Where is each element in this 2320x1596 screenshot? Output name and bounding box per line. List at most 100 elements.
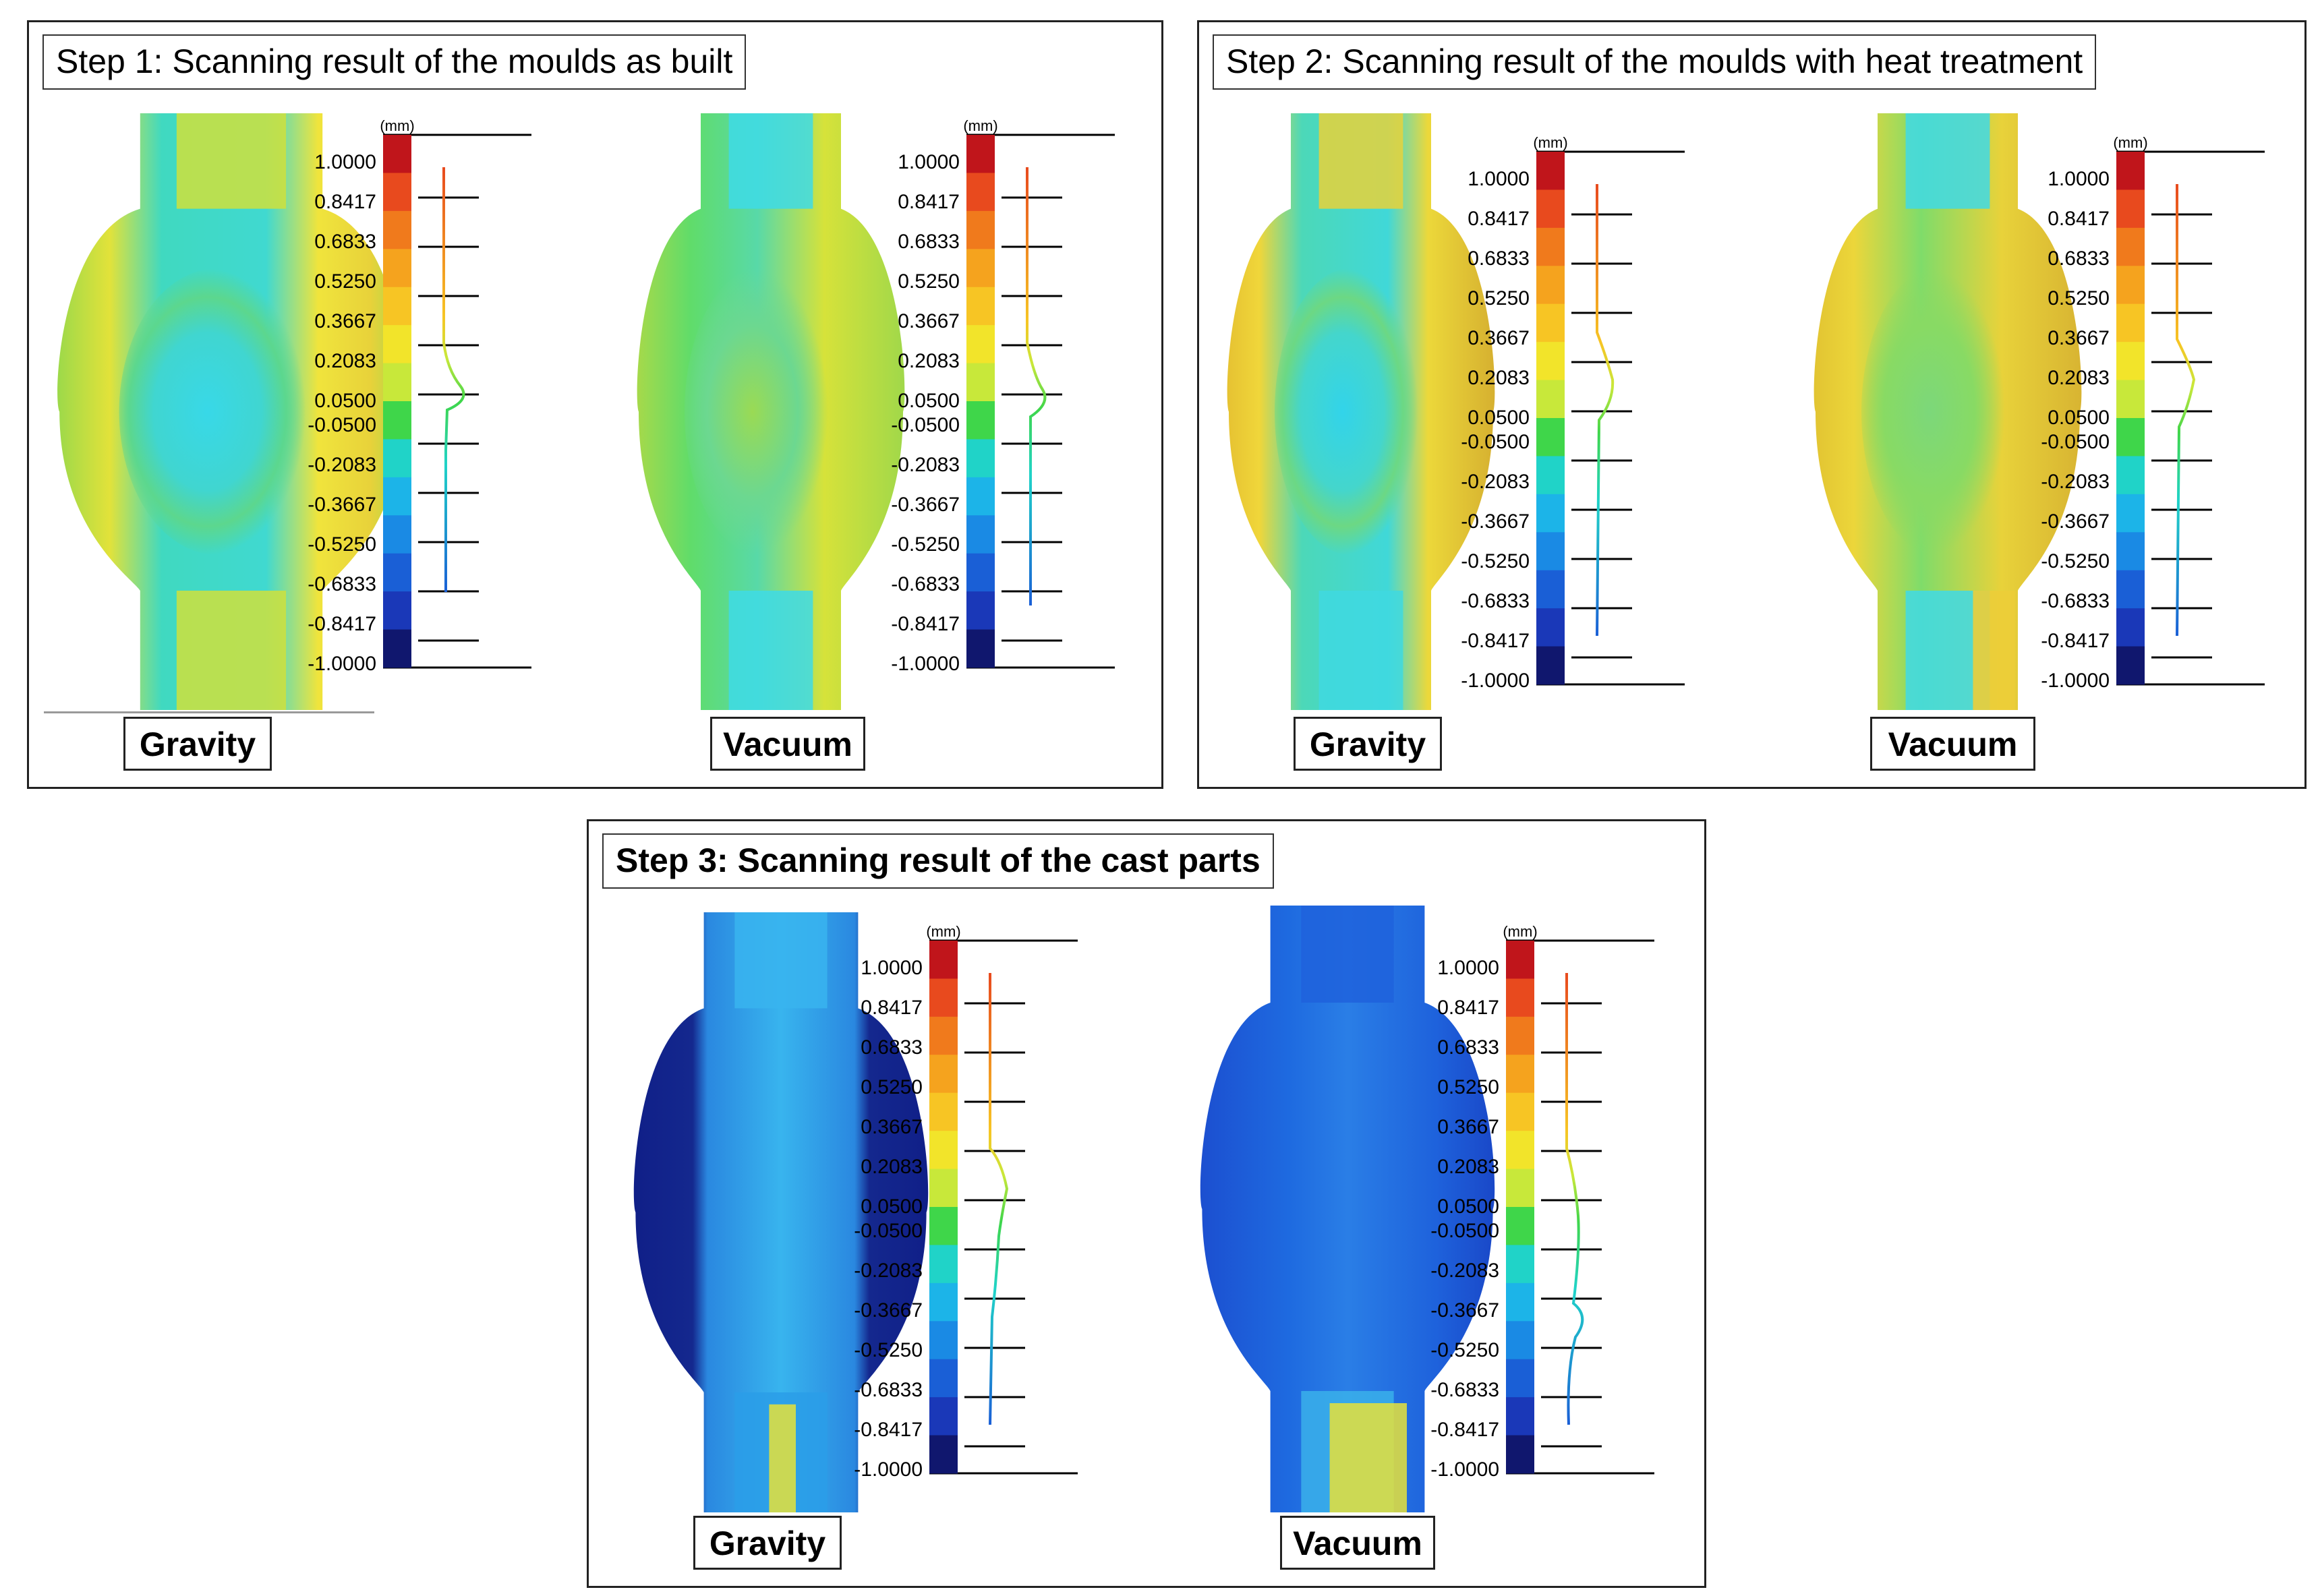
scale-color-band xyxy=(966,515,995,554)
scale-color-band xyxy=(966,553,995,592)
scale-color-band xyxy=(2116,227,2145,266)
scale-tick-label: 0.5250 xyxy=(2048,287,2110,309)
scale-tick-label: -0.5250 xyxy=(308,533,376,556)
scale-tick-label: 0.0500 xyxy=(861,1195,923,1218)
scale-tick-label: -0.0500 xyxy=(2041,431,2110,453)
scale-tick-label: 0.3667 xyxy=(314,310,376,332)
neck-deviation xyxy=(1973,591,2015,710)
scan-image-gravity xyxy=(633,912,929,1512)
scale-color-band xyxy=(383,173,411,212)
upper-neck xyxy=(1318,113,1403,209)
step-panel-2: Step 2: Scanning result of the moulds wi… xyxy=(1197,20,2307,789)
scale-tick-label: -0.3667 xyxy=(2041,510,2110,533)
scale-color-band xyxy=(2116,494,2145,533)
upper-neck xyxy=(1301,906,1394,1003)
image-baseline xyxy=(44,711,374,713)
scale-tick-label: 0.5250 xyxy=(898,270,960,293)
scale-color-band xyxy=(1536,342,1565,381)
scale-color-band xyxy=(1506,941,1534,979)
scale-tick-label: -0.2083 xyxy=(2041,471,2110,493)
scan-image-gravity xyxy=(1227,113,1495,710)
part-label-vacuum: Vacuum xyxy=(710,717,865,771)
runner-region xyxy=(769,1404,796,1512)
scale-color-band xyxy=(1536,266,1565,305)
scale-tick-label: -0.6833 xyxy=(1461,590,1530,612)
scale-color-band xyxy=(1506,978,1534,1017)
scale-tick-label: 0.8417 xyxy=(898,191,960,213)
scale-color-band xyxy=(2116,608,2145,647)
scale-tick-label: 0.3667 xyxy=(1468,327,1530,349)
deviation-color-scale: (mm) 1.0000 0.8417 0.6833 0.5250 0.3667 0.2083… xyxy=(1430,926,1654,1481)
scale-tick-label: -1.0000 xyxy=(1461,670,1530,692)
part-body xyxy=(1200,906,1495,1512)
scale-tick-label: -0.0500 xyxy=(1461,431,1530,453)
panel-title: Step 3: Scanning result of the cast part… xyxy=(602,833,1274,889)
scale-color-band xyxy=(1536,532,1565,571)
scale-color-band xyxy=(1536,380,1565,419)
upper-neck xyxy=(176,113,287,209)
scale-tick-label: 0.2083 xyxy=(861,1156,923,1178)
deviation-histogram-curve xyxy=(1026,167,1047,605)
scale-color-band xyxy=(2116,303,2145,343)
scale-tick-label: 0.5250 xyxy=(1437,1076,1499,1098)
scale-color-band xyxy=(1506,1055,1534,1094)
scale-tick-label: -0.3667 xyxy=(1430,1299,1499,1322)
scale-tick-label: -0.2083 xyxy=(308,454,376,476)
scale-tick-label: -0.6833 xyxy=(1430,1379,1499,1401)
upper-neck xyxy=(728,113,813,209)
scale-tick-label: 0.2083 xyxy=(314,350,376,372)
panel-title: Step 1: Scanning result of the moulds as… xyxy=(42,34,747,90)
deviation-color-scale: (mm) 1.0000 0.8417 0.6833 0.5250 0.3667 0.2083… xyxy=(891,120,1115,675)
scale-tick-label: -0.6833 xyxy=(308,573,376,595)
scale-color-band xyxy=(929,1359,958,1398)
scale-color-band xyxy=(966,325,995,364)
scale-tick-label: 0.2083 xyxy=(1468,367,1530,389)
scale-tick-label: -1.0000 xyxy=(2041,670,2110,692)
scale-color-band xyxy=(2116,152,2145,190)
scale-color-band xyxy=(1506,1359,1534,1398)
scale-tick-label: -1.0000 xyxy=(308,653,376,675)
scale-color-band xyxy=(2116,189,2145,229)
scale-tick-label: 0.6833 xyxy=(1468,247,1530,270)
scale-color-band xyxy=(1506,1207,1534,1245)
deviation-region xyxy=(1275,268,1426,555)
scale-tick-label: -0.2083 xyxy=(891,454,960,476)
part-body xyxy=(633,912,929,1512)
scale-tick-label: -0.2083 xyxy=(1430,1260,1499,1282)
scan-image-vacuum xyxy=(1200,906,1495,1512)
scale-unit-label: (mm) xyxy=(380,120,414,134)
scale-tick-label: 0.0500 xyxy=(898,390,960,412)
scale-color-band xyxy=(966,173,995,212)
scale-color-band xyxy=(929,978,958,1017)
scale-tick-label: -0.3667 xyxy=(891,494,960,516)
scale-color-band xyxy=(1536,152,1565,190)
scale-color-band xyxy=(1506,1016,1534,1055)
scale-color-band xyxy=(1506,1092,1534,1131)
scale-color-band xyxy=(966,477,995,516)
scale-color-band xyxy=(929,1282,958,1322)
scale-color-band xyxy=(383,629,411,668)
scale-color-band xyxy=(1536,303,1565,343)
deviation-region xyxy=(685,268,836,555)
scale-tick-label: 0.8417 xyxy=(314,191,376,213)
scale-tick-label: 0.5250 xyxy=(314,270,376,293)
scale-color-band xyxy=(383,210,411,249)
scale-color-band xyxy=(383,515,411,554)
runner-region xyxy=(1329,1403,1407,1512)
scale-tick-label: -0.8417 xyxy=(891,613,960,635)
scale-color-band xyxy=(2116,266,2145,305)
scan-image-gravity xyxy=(57,113,405,710)
part-label-gravity: Gravity xyxy=(693,1516,842,1570)
scale-tick-label: 0.0500 xyxy=(1437,1195,1499,1218)
scale-color-band xyxy=(2116,380,2145,419)
scale-unit-label: (mm) xyxy=(926,926,960,940)
scale-color-band xyxy=(2116,532,2145,571)
scale-tick-label: 1.0000 xyxy=(861,957,923,979)
scale-tick-label: -0.8417 xyxy=(308,613,376,635)
scale-tick-label: -0.2083 xyxy=(1461,471,1530,493)
scale-tick-label: -0.0500 xyxy=(1430,1220,1499,1242)
scale-color-band xyxy=(966,629,995,668)
scale-color-band xyxy=(1506,1131,1534,1170)
scale-color-band xyxy=(1506,1169,1534,1208)
scale-tick-label: -0.3667 xyxy=(854,1299,923,1322)
